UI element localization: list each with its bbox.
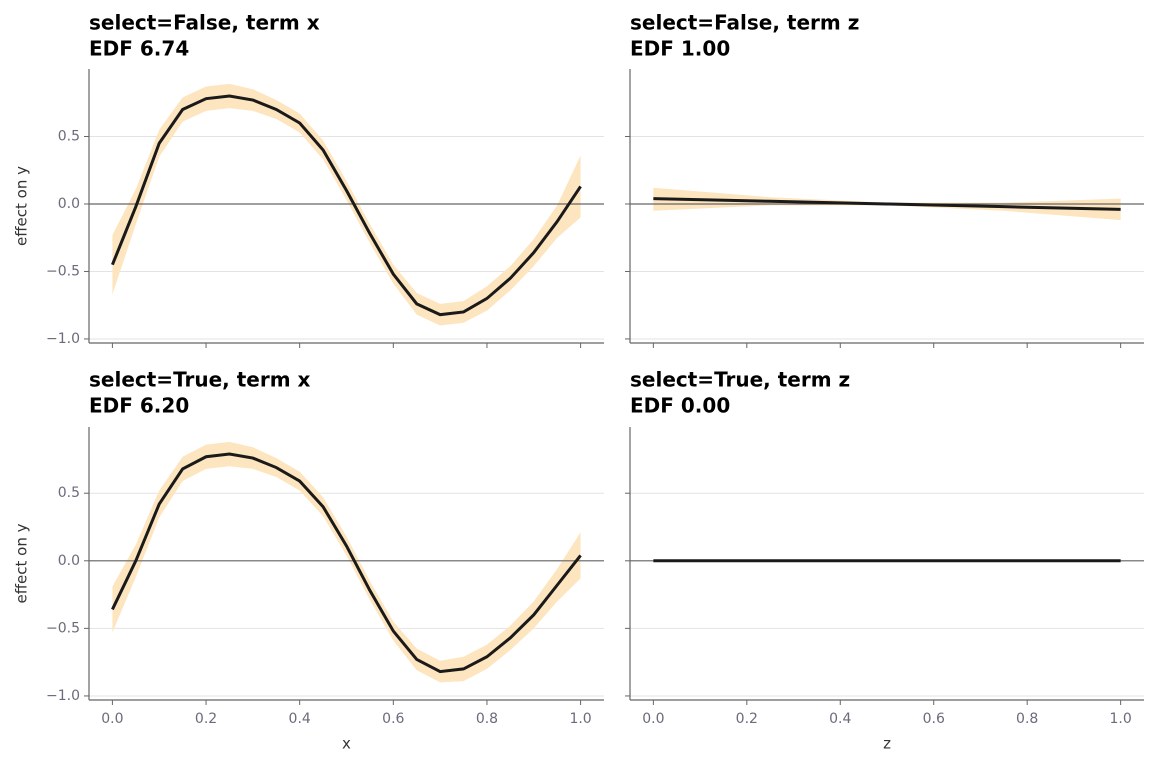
y-tick-label: 0.5 <box>58 128 80 144</box>
x-tick-label: 0.0 <box>101 711 123 727</box>
y-tick-label: 0.0 <box>58 196 80 212</box>
x-tick-label: 0.4 <box>829 711 851 727</box>
y-axis-label: effect on y <box>13 523 31 603</box>
x-tick-label: 0.4 <box>289 711 311 727</box>
effect-line <box>653 197 1121 211</box>
panel-subtitle: EDF 6.20 <box>89 394 189 418</box>
confidence-band <box>112 441 581 683</box>
panel-title: select=False, term x <box>89 11 320 35</box>
effect-line <box>111 94 582 317</box>
panel-subtitle: EDF 1.00 <box>630 37 730 61</box>
panel-title: select=True, term z <box>630 368 850 392</box>
x-tick-label: 0.8 <box>1016 711 1038 727</box>
x-axis-label: z <box>883 735 891 753</box>
y-tick-label: 0.5 <box>58 485 80 501</box>
confidence-band <box>112 83 581 326</box>
x-tick-label: 0.0 <box>642 711 664 727</box>
panel-subtitle: EDF 0.00 <box>630 394 730 418</box>
y-tick-label: −1.0 <box>46 688 80 704</box>
x-tick-label: 0.6 <box>923 711 945 727</box>
x-tick-label: 0.8 <box>476 711 498 727</box>
panel-subtitle: EDF 6.74 <box>89 37 189 61</box>
y-tick-label: −1.0 <box>46 331 80 347</box>
x-axis-label: x <box>342 735 351 753</box>
y-axis-label: effect on y <box>13 166 31 246</box>
y-tick-label: −0.5 <box>46 620 80 636</box>
x-tick-label: 0.6 <box>382 711 404 727</box>
y-tick-label: 0.0 <box>58 553 80 569</box>
x-tick-label: 1.0 <box>569 711 591 727</box>
effect-line <box>111 452 582 674</box>
x-tick-label: 1.0 <box>1110 711 1132 727</box>
x-tick-label: 0.2 <box>195 711 217 727</box>
y-tick-label: −0.5 <box>46 263 80 279</box>
panel-title: select=True, term x <box>89 368 311 392</box>
panel-title: select=False, term z <box>630 11 859 35</box>
x-tick-label: 0.2 <box>736 711 758 727</box>
